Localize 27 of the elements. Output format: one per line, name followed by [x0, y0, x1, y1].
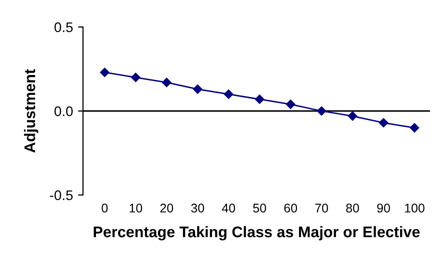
point [100, 68, 110, 77]
point [193, 84, 202, 94]
x-tick-label: 20 [160, 204, 174, 213]
x-tick-label: 0 [102, 204, 108, 213]
point [286, 100, 296, 109]
x-axis-title: Percentage Taking Class as Major or Elective [94, 226, 420, 240]
y-tick-label: 0.0 [54, 106, 73, 116]
x-tick-label: 80 [346, 204, 360, 213]
x-tick-label: 90 [377, 204, 390, 213]
y-axis-title: Adjustment [24, 69, 38, 153]
y-tick-label: -0.5 [50, 190, 73, 200]
point [254, 94, 264, 104]
y-tick-label: 0.5 [54, 22, 73, 32]
point [378, 118, 388, 128]
point [348, 111, 358, 121]
x-tick-label: 70 [315, 204, 328, 213]
x-tick-label: 50 [253, 204, 266, 213]
x-tick-label: 60 [284, 204, 298, 213]
point [316, 106, 326, 116]
x-tick-label: 30 [191, 204, 204, 213]
x-tick-label: 100 [405, 204, 424, 213]
x-tick-label: 10 [130, 204, 142, 213]
x-tick-label: 40 [222, 204, 236, 213]
point [162, 78, 172, 88]
point [410, 123, 420, 132]
point [224, 90, 234, 99]
point [131, 72, 140, 82]
